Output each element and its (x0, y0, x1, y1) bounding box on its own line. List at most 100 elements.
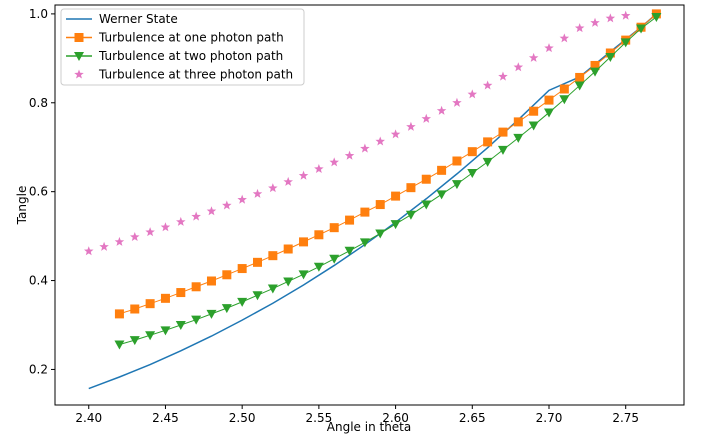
data-point (529, 106, 539, 116)
data-point (267, 284, 278, 294)
data-point (145, 227, 155, 237)
legend-label: Werner State (99, 12, 178, 26)
data-point (467, 147, 477, 157)
data-point (191, 211, 201, 221)
data-point (375, 229, 386, 239)
data-point (237, 194, 247, 204)
data-point (130, 304, 140, 314)
legend-label: Turbulence at three photon path (98, 68, 293, 82)
data-point (145, 331, 156, 341)
data-point (344, 150, 355, 160)
data-point (574, 81, 585, 91)
data-point (590, 67, 601, 77)
y-tick-label: 1.0 (29, 7, 48, 21)
data-point (452, 97, 462, 107)
data-point (237, 297, 248, 307)
data-point (283, 277, 294, 287)
data-point (620, 10, 631, 20)
data-point (421, 200, 432, 210)
plot-area (84, 9, 662, 390)
data-point (206, 206, 217, 216)
y-tick-label: 0.2 (29, 362, 48, 376)
data-point (482, 80, 493, 90)
data-point (329, 254, 340, 264)
y-tick-label: 0.6 (29, 185, 48, 199)
data-point (237, 264, 247, 274)
data-point (130, 232, 140, 242)
data-point (298, 270, 309, 280)
data-point (636, 24, 647, 34)
x-tick-label: 2.65 (459, 411, 486, 425)
data-point (160, 293, 170, 303)
data-point (176, 288, 186, 298)
data-point (206, 276, 216, 286)
legend-label: Turbulence at one photon path (98, 31, 284, 45)
data-point (314, 164, 324, 174)
data-point (590, 60, 600, 70)
data-point (329, 223, 339, 233)
data-point (482, 157, 493, 167)
x-tick-label: 2.45 (152, 411, 179, 425)
data-point (391, 191, 401, 201)
data-point (252, 188, 263, 198)
data-point (84, 246, 94, 256)
data-point (329, 157, 339, 167)
data-point (191, 282, 201, 292)
data-point (559, 33, 570, 43)
data-point (129, 336, 140, 346)
data-point (436, 190, 447, 200)
data-point (620, 38, 631, 48)
data-point (299, 237, 309, 247)
data-point (421, 113, 432, 123)
data-point (451, 180, 462, 190)
y-tick-label: 0.4 (29, 274, 48, 288)
legend-item: Turbulence at three photon path (74, 68, 293, 82)
legend-box (60, 8, 305, 86)
legend-item: Turbulence at one photon path (66, 31, 284, 45)
data-point (176, 216, 186, 226)
legend-item: Turbulence at two photon path (66, 49, 283, 63)
data-point (544, 95, 554, 105)
legend-marker (74, 69, 84, 79)
data-point (221, 304, 232, 314)
data-point (114, 340, 125, 350)
data-point (543, 108, 554, 118)
data-point (206, 309, 217, 319)
x-axis: 2.40 2.45 2.50 2.55 2.60 2.65 2.70 2.75 (75, 405, 639, 425)
data-point (114, 309, 124, 319)
data-point (559, 95, 570, 105)
data-point (605, 13, 616, 23)
data-point (406, 183, 416, 193)
data-point (375, 136, 385, 146)
x-tick-label: 2.75 (612, 411, 639, 425)
data-point (345, 215, 355, 225)
data-point (421, 174, 431, 184)
data-point (344, 246, 355, 256)
data-point (483, 137, 493, 147)
x-tick-label: 2.55 (306, 411, 333, 425)
data-point (314, 230, 324, 240)
data-point (268, 183, 278, 193)
x-tick-label: 2.50 (229, 411, 256, 425)
data-point (268, 251, 278, 261)
data-point (360, 207, 370, 217)
data-point (191, 315, 202, 325)
data-point (114, 236, 125, 246)
data-point (375, 200, 385, 210)
data-point (313, 262, 324, 272)
data-point (574, 23, 585, 33)
data-point (359, 238, 370, 248)
data-point (252, 291, 263, 301)
data-point (222, 200, 232, 210)
legend: Werner State Turbulence at one photon pat… (60, 8, 305, 86)
data-point (283, 244, 293, 254)
data-point (513, 133, 524, 143)
data-point (99, 241, 109, 251)
data-point (467, 169, 478, 178)
data-point (360, 143, 370, 153)
data-point (497, 145, 508, 155)
data-point (513, 62, 524, 72)
data-point (651, 13, 662, 22)
data-point (222, 270, 232, 280)
